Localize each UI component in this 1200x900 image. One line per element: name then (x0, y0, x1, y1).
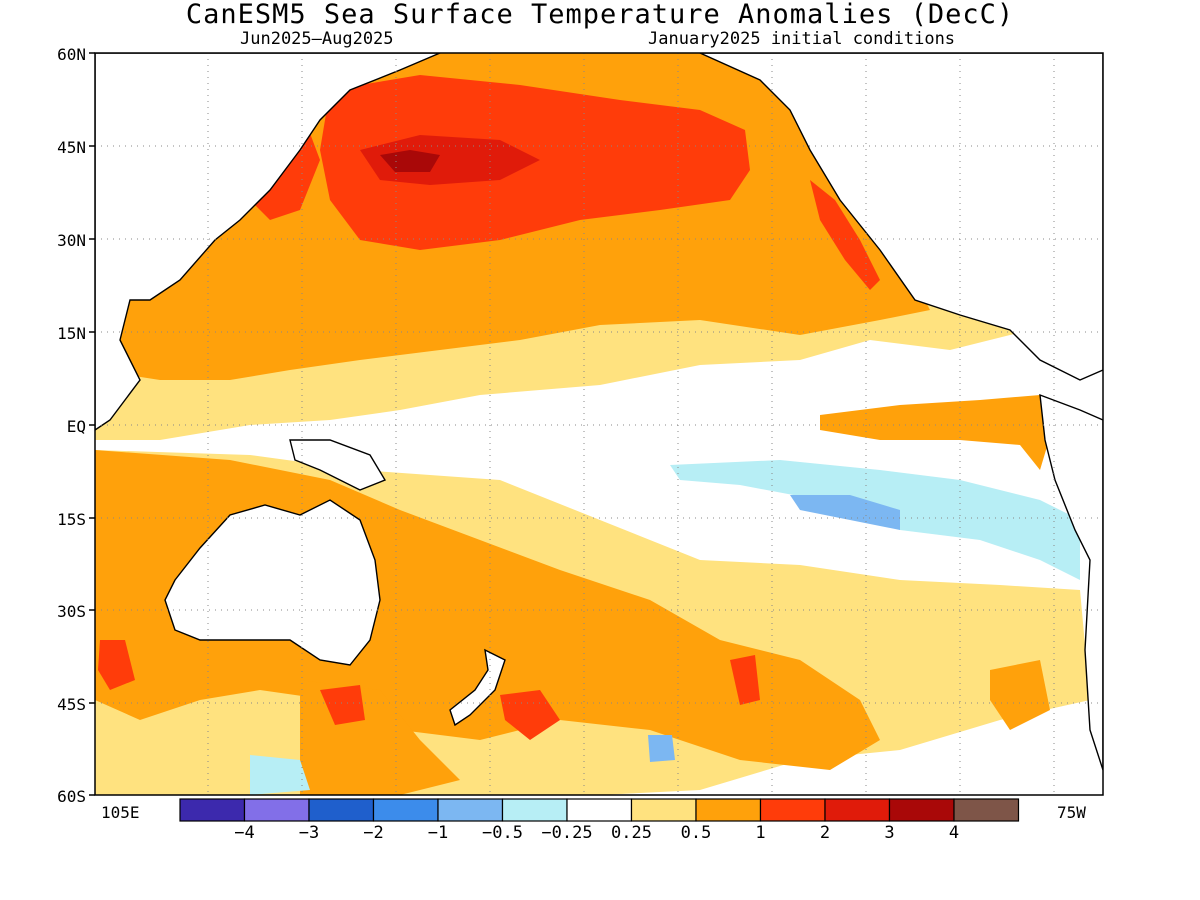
season-subtitle: Jun2025–Aug2025 (240, 29, 394, 49)
anomaly-region-southern-ocean-cool (250, 755, 310, 795)
colorbar-tick-label: 0.5 (680, 823, 712, 843)
colorbar-tick-label: 1 (755, 823, 766, 843)
colorbar (179, 798, 1020, 822)
colorbar-swatch (243, 798, 310, 822)
colorbar-swatch (372, 798, 439, 822)
anomaly-region-kuroshio-core (360, 135, 540, 185)
colorbar-tick-label: 4 (948, 823, 960, 843)
colorbar-swatch (308, 798, 375, 822)
lat-label-15s: 15S (57, 510, 86, 529)
map-frame (94, 52, 1104, 796)
colorbar-swatch (501, 798, 568, 822)
anomaly-region-south-red-2 (730, 655, 760, 705)
lat-ticks (89, 52, 95, 796)
north-america-landmass (699, 53, 1103, 381)
anomaly-region-california-red (810, 180, 880, 290)
lat-label-30n: 30N (57, 231, 86, 250)
colorbar-swatch (695, 798, 762, 822)
anomaly-region-kuroshio-peak (380, 150, 440, 172)
colorbar-tick-label: 2 (819, 823, 831, 843)
anomaly-region-se-pacific-orange (990, 660, 1050, 730)
colorbar-swatch (179, 798, 246, 822)
colorbar-tick-label: −0.25 (541, 823, 593, 843)
lat-label-15n: 15N (57, 324, 86, 343)
anomaly-region-indian-red (98, 640, 135, 690)
colorbar-tick-label: −4 (234, 823, 255, 843)
lat-label-eq: EQ (66, 417, 86, 436)
lat-label-60n: 60N (57, 45, 86, 64)
colorbar-swatch (759, 798, 826, 822)
colorbar-swatch (630, 798, 697, 822)
new-zealand-landmass (449, 648, 506, 727)
lon-label-west: 105E (101, 803, 140, 822)
colorbar-tick-label: 0.25 (611, 823, 652, 843)
land-masses (95, 53, 1103, 771)
lat-label-30s: 30S (57, 602, 86, 621)
lon-label-east: 75W (1057, 803, 1086, 822)
colorbar-swatch (953, 798, 1020, 822)
chart-title: CanESM5 Sea Surface Temperature Anomalie… (185, 0, 1015, 30)
colorbar-swatch (824, 798, 891, 822)
anomaly-region-equatorial-east-orange (820, 395, 1055, 470)
colorbar-tick-label: −0.5 (482, 823, 523, 843)
asia-landmass (95, 53, 441, 431)
colorbar-swatch (566, 798, 633, 822)
anomaly-region-southern-ocean-cooler (648, 735, 675, 762)
anomaly-region-tasman-red (320, 685, 365, 725)
anomaly-region-se-pacific-cooler (790, 495, 900, 530)
australia-landmass (164, 499, 381, 666)
initial-conditions-subtitle: January2025 initial conditions (648, 29, 956, 49)
colorbar-swatch (888, 798, 955, 822)
lat-label-60s: 60S (57, 787, 86, 806)
lat-label-45n: 45N (57, 138, 86, 157)
colorbar-tick-label: −2 (363, 823, 384, 843)
colorbar-tick-label: −1 (427, 823, 449, 843)
colorbar-tick-label: −3 (298, 823, 320, 843)
grid-lines (95, 53, 1103, 795)
new-guinea-landmass (289, 439, 387, 491)
colorbar-swatch (437, 798, 504, 822)
lat-label-45s: 45S (57, 695, 86, 714)
colorbar-tick-label: 3 (884, 823, 895, 843)
south-america-landmass (1039, 393, 1103, 771)
